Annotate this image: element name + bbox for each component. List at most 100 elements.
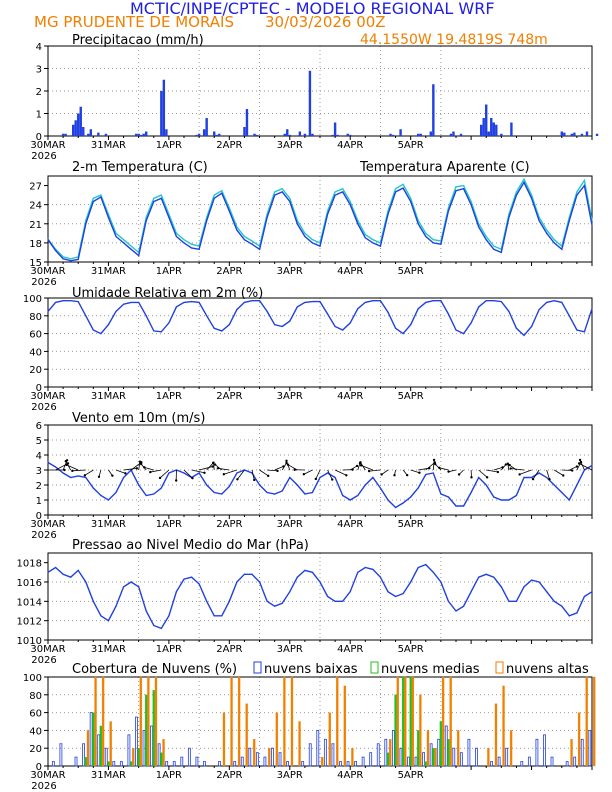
temp-line-point	[417, 223, 419, 225]
pressure-line-point	[122, 586, 125, 588]
wind-speed-line-point	[266, 491, 268, 494]
wind-speed-line-point	[77, 475, 79, 477]
pressure-line-point	[417, 566, 419, 569]
pressure-line-point	[175, 591, 178, 593]
wind-speed-line-point	[160, 487, 162, 489]
cloud-bar-2	[449, 676, 452, 767]
temp-line-point	[47, 239, 49, 241]
wind-speed-line-point	[145, 494, 147, 497]
rh-line-point	[183, 301, 185, 304]
apparent-temp-line-point	[553, 239, 555, 241]
temp-line-point	[190, 247, 193, 249]
cloud-legend-label: nuvens altas	[506, 662, 589, 677]
pressure-line-point	[508, 600, 510, 602]
x-tick-label: 30MAR	[30, 140, 65, 151]
wind-speed-line-point	[462, 505, 465, 507]
wind-speed-line-point	[281, 490, 283, 492]
apparent-temp-line	[47, 177, 593, 260]
precip-bar	[61, 133, 65, 136]
wind-speed-line-point	[447, 496, 450, 498]
rh-line-point	[206, 315, 208, 317]
cloud-bar-0	[497, 756, 501, 767]
temp-line-point	[364, 237, 366, 239]
wind-speed-line-point	[258, 484, 261, 486]
wind-speed-line-point	[115, 491, 117, 494]
x-tick-label: 2APR	[216, 644, 242, 655]
cloud-bar-0	[316, 730, 320, 767]
temp-line-point	[440, 243, 442, 245]
x-year-label: 2026	[31, 781, 56, 792]
pressure-line-point	[228, 600, 230, 602]
cloud-bar-2	[457, 730, 460, 767]
precip-bar	[195, 134, 198, 136]
panel-title: Vento em 10m (m/s)	[72, 411, 205, 426]
pressure-line	[47, 563, 593, 630]
wind-arrow	[274, 466, 284, 471]
pressure-line-point	[62, 573, 64, 575]
wind-arrow-head	[531, 477, 535, 481]
apparent-temp-line-point	[462, 184, 465, 187]
wind-arrow-head	[276, 469, 279, 473]
wind-arrow-head	[577, 462, 581, 465]
apparent-temp-line-point	[281, 188, 283, 190]
cloud-bar-0	[74, 756, 78, 767]
y-tick-label: 4	[36, 451, 42, 462]
wind-arrow	[223, 469, 238, 475]
rh-line-point	[425, 301, 427, 304]
wind-speed-line-point	[153, 493, 155, 495]
rh-line-point	[145, 315, 147, 317]
cloud-bar-0	[180, 756, 184, 767]
cloud-bar-2	[290, 676, 294, 767]
rh-line-point	[410, 324, 412, 326]
wind-arrow	[554, 469, 564, 476]
wind-speed-line-point	[296, 484, 298, 486]
header-location: MG PRUDENTE DE MORAIS	[34, 13, 234, 31]
apparent-temp-line-point	[62, 256, 64, 258]
x-year-label: 2026	[31, 151, 56, 162]
pressure-line-point	[236, 581, 238, 583]
panel-title: Pressao ao Nivel Medio do Mar (hPa)	[72, 538, 309, 553]
precip-bar	[432, 84, 435, 136]
wind-arrow-head	[213, 463, 217, 466]
temp-line-point	[425, 235, 427, 238]
pressure-line-point	[304, 569, 306, 572]
apparent-temp-line-point	[289, 197, 291, 199]
pressure-line-point	[553, 600, 555, 602]
cloud-bar-0	[135, 716, 138, 767]
cloud-bar-2	[222, 712, 226, 767]
wind-speed-line-point	[440, 493, 442, 495]
wind-speed-line-point	[553, 484, 555, 486]
y-tick-label: 3	[36, 466, 42, 477]
rh-line-point	[546, 301, 548, 304]
wind-speed-line-point	[228, 485, 230, 488]
cloud-bar-0	[331, 743, 335, 767]
cloud-bar-1	[447, 739, 450, 767]
wind-arrow	[213, 462, 215, 471]
wind-arrow-head	[191, 476, 194, 480]
x-tick-label: 4APR	[337, 644, 363, 655]
wind-arrow	[72, 469, 86, 472]
wind-speed-line-point	[47, 461, 49, 464]
pressure-line-point	[364, 566, 366, 569]
wind-speed-line-point	[357, 494, 359, 497]
pressure-line-point	[221, 615, 223, 617]
precip-bar	[288, 134, 291, 136]
cloud-bar-0	[467, 738, 471, 767]
cloud-legend-box	[253, 661, 262, 674]
cloud-bar-2	[275, 712, 279, 767]
pressure-line-point	[447, 600, 450, 602]
wind-arrow	[448, 469, 457, 473]
y-tick-label: 80	[29, 691, 42, 702]
rh-line-point	[326, 313, 329, 315]
precip-bar	[82, 127, 85, 136]
cloud-bar-0	[580, 738, 584, 767]
apparent-temp-line-point	[349, 200, 351, 203]
apparent-temp-line-point	[402, 183, 404, 185]
pressure-line-point	[258, 581, 261, 583]
temp-line-point	[70, 260, 72, 262]
x-tick-label: 3APR	[277, 770, 303, 781]
x-tick-label: 31MAR	[91, 266, 126, 277]
cloud-bar-1	[137, 748, 140, 767]
y-tick-label: 60	[29, 330, 42, 341]
cloud-bar-1	[401, 676, 405, 767]
